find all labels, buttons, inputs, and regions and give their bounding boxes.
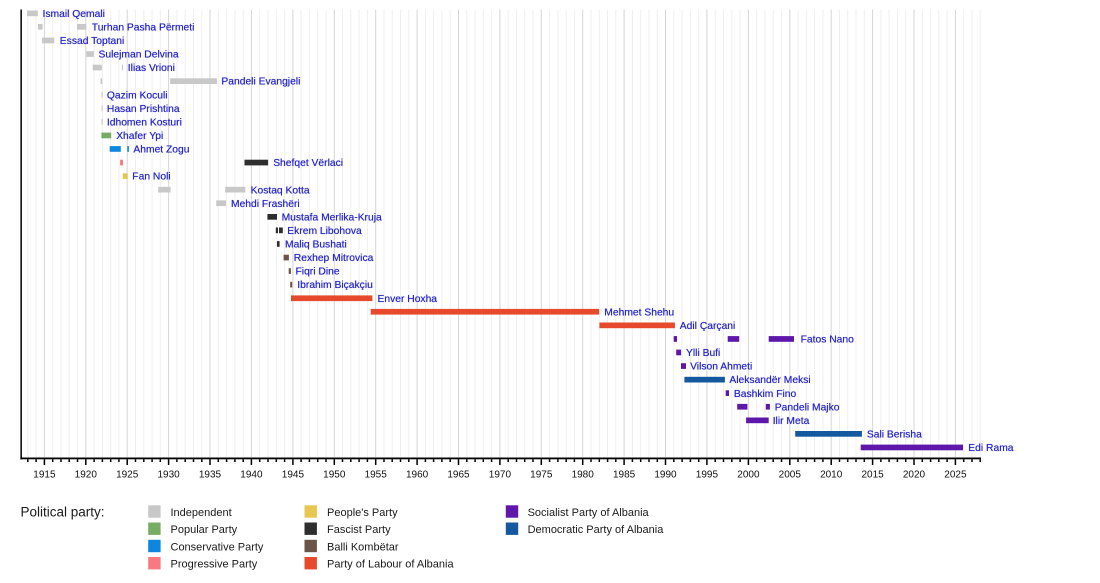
svg-text:Pandeli Evangjeli: Pandeli Evangjeli	[221, 77, 300, 88]
svg-text:1965: 1965	[447, 470, 470, 481]
svg-text:Ibrahim Biçakçiu: Ibrahim Biçakçiu	[297, 280, 373, 291]
svg-text:Party of Labour of Albania: Party of Labour of Albania	[327, 559, 454, 571]
svg-text:Qazim Koculi: Qazim Koculi	[107, 90, 168, 101]
svg-text:2005: 2005	[779, 470, 802, 481]
svg-text:Essad Toptani: Essad Toptani	[60, 36, 125, 47]
svg-text:2000: 2000	[737, 470, 760, 481]
svg-text:Xhafer Ypi: Xhafer Ypi	[116, 131, 163, 142]
svg-text:1960: 1960	[406, 470, 429, 481]
svg-text:Fan Noli: Fan Noli	[132, 172, 170, 183]
svg-text:Enver Hoxha: Enver Hoxha	[378, 294, 438, 305]
svg-text:Sali Berisha: Sali Berisha	[867, 430, 922, 441]
svg-text:Democratic Party of Albania: Democratic Party of Albania	[528, 524, 665, 536]
svg-text:1995: 1995	[696, 470, 719, 481]
svg-text:Socialist Party of Albania: Socialist Party of Albania	[528, 507, 650, 519]
svg-text:Ahmet Zogu: Ahmet Zogu	[133, 145, 189, 156]
svg-text:Mehdi Frashëri: Mehdi Frashëri	[231, 199, 300, 210]
svg-text:Fascist Party: Fascist Party	[327, 524, 391, 536]
svg-text:Independent: Independent	[171, 507, 232, 519]
svg-text:Balli Kombëtar: Balli Kombëtar	[327, 541, 399, 553]
svg-text:Turhan Pasha Përmeti: Turhan Pasha Përmeti	[92, 23, 195, 34]
svg-text:1920: 1920	[75, 470, 98, 481]
svg-text:1975: 1975	[530, 470, 553, 481]
svg-text:Conservative Party: Conservative Party	[171, 541, 264, 553]
svg-text:Fatos Nano: Fatos Nano	[801, 335, 855, 346]
svg-text:Idhomen Kosturi: Idhomen Kosturi	[107, 117, 182, 128]
svg-text:1990: 1990	[654, 470, 677, 481]
svg-text:Political party:: Political party:	[21, 505, 105, 520]
svg-text:2010: 2010	[820, 470, 843, 481]
svg-text:Sulejman Delvina: Sulejman Delvina	[99, 50, 179, 61]
svg-text:Ilias Vrioni: Ilias Vrioni	[128, 63, 175, 74]
svg-text:Bashkim Fino: Bashkim Fino	[734, 389, 797, 400]
svg-text:1915: 1915	[33, 470, 56, 481]
svg-text:Mehmet Shehu: Mehmet Shehu	[604, 307, 674, 318]
svg-text:Ylli Bufi: Ylli Bufi	[686, 348, 720, 359]
svg-text:2015: 2015	[861, 470, 884, 481]
svg-text:Popular Party: Popular Party	[171, 524, 238, 536]
svg-text:Ekrem Libohova: Ekrem Libohova	[287, 226, 362, 237]
svg-text:1940: 1940	[240, 470, 263, 481]
svg-text:1950: 1950	[323, 470, 346, 481]
svg-text:Edi Rama: Edi Rama	[968, 443, 1013, 454]
svg-text:2020: 2020	[903, 470, 926, 481]
svg-text:Progressive Party: Progressive Party	[171, 559, 258, 571]
svg-text:1925: 1925	[116, 470, 139, 481]
svg-text:1930: 1930	[157, 470, 180, 481]
svg-text:Kostaq Kotta: Kostaq Kotta	[251, 185, 310, 196]
svg-text:1980: 1980	[572, 470, 595, 481]
svg-text:People's Party: People's Party	[327, 507, 398, 519]
svg-text:Fiqri Dine: Fiqri Dine	[296, 267, 340, 278]
svg-text:Aleksandër Meksi: Aleksandër Meksi	[729, 375, 810, 386]
svg-text:1935: 1935	[199, 470, 222, 481]
svg-text:Pandeli Majko: Pandeli Majko	[775, 402, 840, 413]
svg-text:2025: 2025	[944, 470, 967, 481]
svg-text:1970: 1970	[489, 470, 512, 481]
svg-text:Ismail Qemali: Ismail Qemali	[43, 9, 105, 20]
svg-text:Hasan Prishtina: Hasan Prishtina	[107, 104, 180, 115]
svg-text:Rexhep Mitrovica: Rexhep Mitrovica	[294, 253, 374, 264]
svg-text:1945: 1945	[282, 470, 305, 481]
svg-text:Ilir Meta: Ilir Meta	[773, 416, 810, 427]
svg-text:1985: 1985	[613, 470, 636, 481]
svg-text:Adil Çarçani: Adil Çarçani	[680, 321, 736, 332]
svg-text:Maliq Bushati: Maliq Bushati	[285, 240, 347, 251]
svg-text:Vilson Ahmeti: Vilson Ahmeti	[690, 362, 752, 373]
svg-text:Mustafa Merlika-Kruja: Mustafa Merlika-Kruja	[282, 212, 382, 223]
svg-text:Shefqet Vërlaci: Shefqet Vërlaci	[273, 158, 343, 169]
svg-text:1955: 1955	[365, 470, 388, 481]
